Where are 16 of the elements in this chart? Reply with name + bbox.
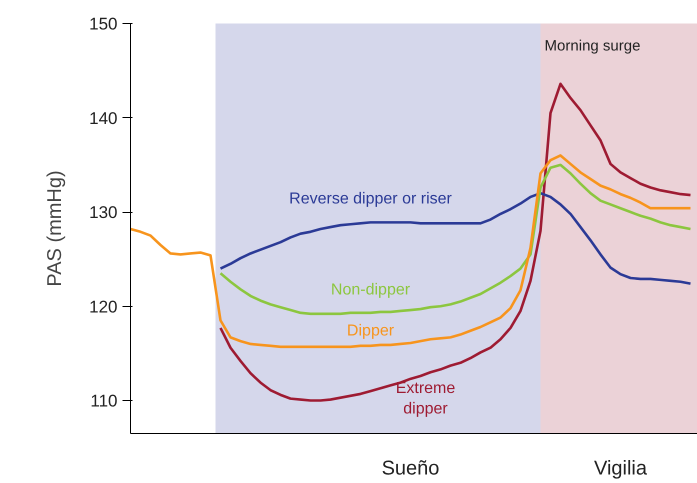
y-tick-label: 120 — [89, 297, 118, 316]
y-axis-title: PAS (mmHg) — [44, 170, 66, 287]
series-label: Non-dipper — [330, 282, 411, 299]
line-series — [219, 82, 692, 402]
line-series — [219, 164, 692, 316]
x-tick-label: Sueño — [382, 458, 440, 480]
y-tick-label: 150 — [89, 14, 118, 34]
annotation: Morning surge — [544, 38, 640, 55]
y-tick-label: 110 — [90, 392, 118, 411]
series-label: Dipper — [346, 322, 395, 340]
line-series — [130, 154, 692, 348]
y-tick-label: 130 — [89, 203, 118, 222]
series-label: Extreme dipper — [396, 380, 456, 418]
series-label: Reverse dipper or riser — [289, 190, 453, 208]
x-tick-label: Vigilia — [594, 458, 648, 480]
y-tick-label: 140 — [89, 108, 118, 128]
